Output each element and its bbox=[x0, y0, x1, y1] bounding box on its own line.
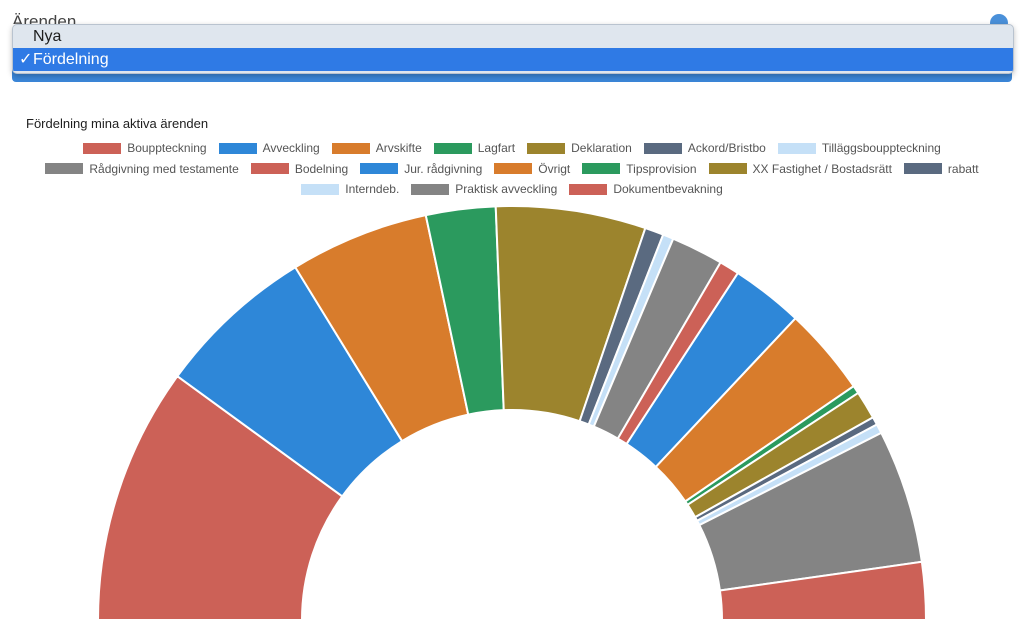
legend-item[interactable]: XX Fastighet / Bostadsrätt bbox=[708, 161, 892, 176]
legend-row: Interndeb. Praktisk avveckling Dokumentbev… bbox=[20, 179, 1004, 200]
chart-legend: Bouppteckning Avveckling Arvskifte Lagfart D… bbox=[20, 138, 1004, 200]
dropdown-option-fordelning[interactable]: ✓Fördelning bbox=[13, 48, 1013, 71]
legend-label: XX Fastighet / Bostadsrätt bbox=[752, 161, 892, 176]
chart-title: Fördelning mina aktiva ärenden bbox=[26, 116, 209, 131]
legend-item[interactable]: rabatt bbox=[903, 161, 979, 176]
legend-swatch bbox=[45, 163, 84, 175]
legend-swatch bbox=[494, 163, 533, 175]
legend-item[interactable]: Arvskifte bbox=[331, 141, 422, 156]
legend-swatch bbox=[301, 183, 340, 195]
legend-swatch bbox=[411, 183, 450, 195]
legend-label: Dokumentbevakning bbox=[613, 182, 723, 197]
page-title: Ärenden bbox=[12, 12, 77, 24]
legend-item[interactable]: Bouppteckning bbox=[83, 141, 207, 156]
legend-label: Bodelning bbox=[294, 161, 349, 176]
legend-label: Tilläggsbouppteckning bbox=[821, 141, 941, 156]
legend-label: Praktisk avveckling bbox=[455, 182, 558, 197]
check-icon: ✓ bbox=[19, 51, 33, 68]
legend-label: rabatt bbox=[947, 161, 979, 176]
legend-swatch bbox=[582, 163, 621, 175]
legend-item[interactable]: Tilläggsbouppteckning bbox=[777, 141, 941, 156]
slice-bouppteckning[interactable] bbox=[96, 374, 344, 621]
legend-label: Ackord/Bristbo bbox=[687, 141, 766, 156]
legend-swatch bbox=[360, 163, 399, 175]
legend-item[interactable]: Lagfart bbox=[433, 141, 516, 156]
legend-label: Tipsprovision bbox=[626, 161, 697, 176]
legend-item[interactable]: Ackord/Bristbo bbox=[643, 141, 766, 156]
legend-swatch bbox=[83, 142, 122, 154]
legend-row: Bouppteckning Avveckling Arvskifte Lagfart D… bbox=[20, 138, 1004, 159]
legend-item[interactable]: Praktisk avveckling bbox=[411, 182, 557, 196]
legend-label: Interndeb. bbox=[345, 182, 400, 197]
legend-label: Övrigt bbox=[538, 161, 571, 176]
legend-label: Rådgivning med testamente bbox=[89, 161, 239, 176]
legend-swatch bbox=[331, 142, 370, 154]
legend-item[interactable]: Interndeb. bbox=[301, 182, 399, 196]
legend-item[interactable]: Dokumentbevakning bbox=[569, 182, 723, 197]
option-label: Nya bbox=[33, 28, 62, 45]
legend-swatch bbox=[433, 142, 472, 154]
legend-label: Avveckling bbox=[262, 141, 320, 156]
legend-item[interactable]: Bodelning bbox=[250, 161, 349, 176]
legend-label: Arvskifte bbox=[375, 141, 422, 156]
legend-item[interactable]: Övrigt bbox=[494, 162, 570, 176]
legend-label: Lagfart bbox=[477, 141, 516, 156]
legend-swatch bbox=[708, 163, 747, 175]
legend-label: Bouppteckning bbox=[127, 141, 207, 156]
option-label: Fördelning bbox=[33, 51, 109, 68]
legend-item[interactable]: Deklaration bbox=[527, 141, 632, 155]
legend-swatch bbox=[250, 163, 289, 175]
legend-swatch bbox=[777, 142, 816, 154]
dropdown-option-nya[interactable]: Nya bbox=[13, 25, 1013, 48]
legend-swatch bbox=[218, 142, 257, 154]
legend-item[interactable]: Jur. rådgivning bbox=[360, 162, 482, 176]
legend-swatch bbox=[527, 142, 566, 154]
view-dropdown-menu[interactable]: Nya ✓Fördelning bbox=[12, 24, 1014, 74]
legend-item[interactable]: Rådgivning med testamente bbox=[45, 161, 239, 176]
legend-item[interactable]: Tipsprovision bbox=[582, 161, 697, 176]
slice-dokumentbevakning[interactable] bbox=[718, 560, 928, 621]
legend-swatch bbox=[569, 183, 608, 195]
legend-swatch bbox=[903, 163, 942, 175]
legend-row: Rådgivning med testamente Bodelning Jur. r… bbox=[20, 159, 1004, 180]
legend-swatch bbox=[643, 142, 682, 154]
legend-label: Jur. rådgivning bbox=[404, 161, 483, 176]
legend-item[interactable]: Avveckling bbox=[218, 141, 320, 156]
legend-label: Deklaration bbox=[571, 141, 632, 156]
